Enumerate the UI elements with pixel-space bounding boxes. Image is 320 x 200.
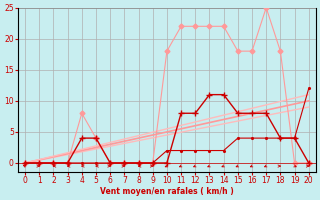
X-axis label: Vent moyen/en rafales ( km/h ): Vent moyen/en rafales ( km/h ) — [100, 187, 234, 196]
